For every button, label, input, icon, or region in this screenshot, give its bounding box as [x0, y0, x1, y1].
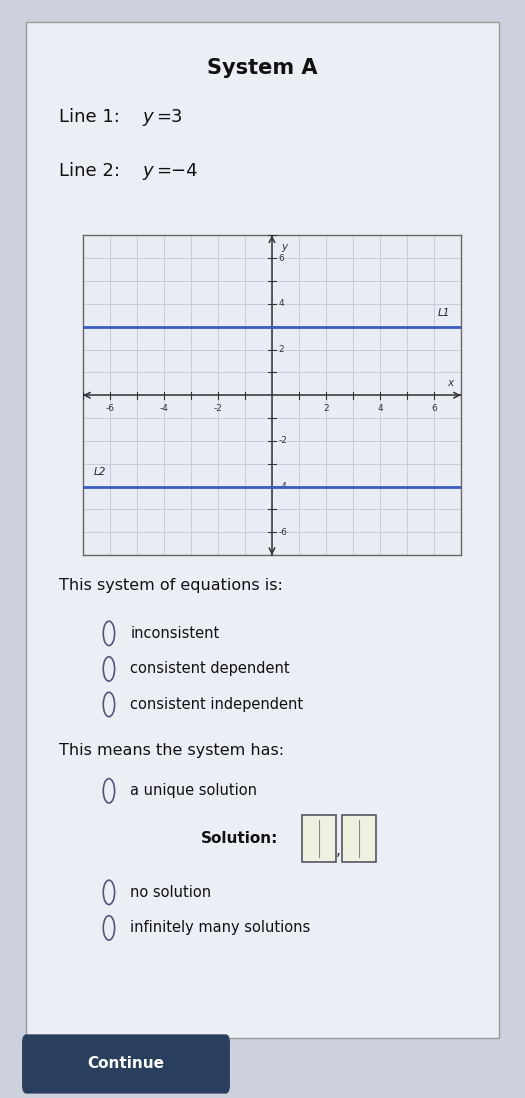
- FancyBboxPatch shape: [302, 815, 336, 862]
- Text: System A: System A: [207, 57, 318, 78]
- Text: L1: L1: [438, 307, 450, 317]
- Text: 2: 2: [323, 404, 329, 413]
- Text: infinitely many solutions: infinitely many solutions: [130, 920, 310, 935]
- Text: -4: -4: [160, 404, 169, 413]
- Text: Solution:: Solution:: [201, 831, 278, 847]
- Text: inconsistent: inconsistent: [130, 626, 219, 641]
- Text: 4: 4: [377, 404, 383, 413]
- Text: -2: -2: [214, 404, 223, 413]
- Text: -6: -6: [279, 528, 288, 537]
- Text: consistent independent: consistent independent: [130, 697, 303, 712]
- Text: 2: 2: [279, 345, 285, 354]
- Text: y: y: [281, 242, 287, 251]
- Text: x: x: [447, 378, 453, 388]
- Text: -6: -6: [106, 404, 114, 413]
- Text: Continue: Continue: [88, 1056, 164, 1072]
- Text: y: y: [142, 163, 153, 180]
- Text: This means the system has:: This means the system has:: [59, 743, 285, 758]
- Text: 4: 4: [279, 300, 285, 309]
- Text: 6: 6: [431, 404, 437, 413]
- FancyBboxPatch shape: [342, 815, 376, 862]
- Text: y: y: [142, 109, 153, 126]
- Text: no solution: no solution: [130, 885, 212, 900]
- Text: ,: ,: [336, 843, 341, 859]
- Text: =3: =3: [156, 109, 183, 126]
- Text: -4: -4: [279, 482, 288, 491]
- Text: =−4: =−4: [156, 163, 198, 180]
- Text: This system of equations is:: This system of equations is:: [59, 578, 283, 593]
- Text: a unique solution: a unique solution: [130, 783, 257, 798]
- Text: -2: -2: [279, 436, 288, 446]
- Text: 6: 6: [279, 254, 285, 262]
- Text: consistent dependent: consistent dependent: [130, 661, 290, 676]
- Text: Line 1:: Line 1:: [59, 109, 126, 126]
- Text: Line 2:: Line 2:: [59, 163, 126, 180]
- Text: L2: L2: [94, 468, 106, 478]
